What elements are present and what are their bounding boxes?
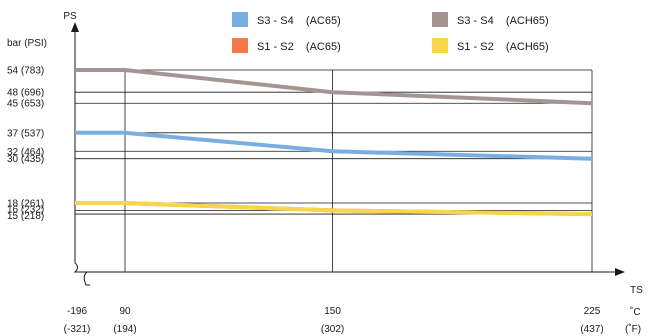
y-axis-unit: bar (PSI) [7, 38, 47, 49]
y-tick-label: 32 (464) [7, 147, 44, 158]
series-lines [75, 68, 593, 217]
legend-label: S3 - S4 (ACH65) [457, 15, 549, 27]
axis-break-icon [73, 255, 90, 286]
x-tick-label-c: -196 [67, 306, 87, 317]
x-tick-label-f: (437) [580, 324, 603, 335]
legend-swatch [432, 12, 448, 27]
legend-label: S3 - S4 (AC65) [257, 15, 341, 27]
x-unit-c: ˚C [630, 306, 641, 318]
legend-swatch [432, 38, 448, 53]
y-tick-label: 45 (653) [7, 99, 44, 110]
legend-label: S1 - S2 (ACH65) [457, 41, 549, 53]
x-unit-f: (˚F) [625, 323, 641, 335]
x-axis-arrow-icon [615, 268, 625, 276]
y-tick-label: 54 (783) [7, 66, 44, 77]
y-tick-labels: 15 (218)16 (232)18 (261) 30 (435)32 (464)… [7, 66, 44, 223]
series-line [75, 68, 593, 106]
legend-swatch [232, 38, 248, 53]
y-tick-label: 15 (218) [7, 211, 44, 222]
series-line [75, 201, 593, 217]
y-tick-label: 37 (537) [7, 128, 44, 139]
x-tick-label-c: 150 [324, 306, 341, 317]
legend-label: S1 - S2 (AC65) [257, 41, 341, 53]
x-tick-label-c: 225 [584, 306, 601, 317]
x-tick-label-f: (-321) [64, 324, 91, 335]
y-axis-arrow-icon [71, 22, 79, 32]
y-axis-label: PS [63, 11, 77, 22]
y-tick-label: 16 (232) [7, 204, 44, 215]
y-tick-label: 48 (696) [7, 88, 44, 99]
x-tick-label-f: (302) [321, 324, 344, 335]
x-tick-labels: -196 (-321) 90 (194) 150 (302) 225 (437) [64, 306, 604, 335]
y-tick-label: 30 (435) [7, 154, 44, 165]
legend: S3 - S4 (AC65) S3 - S4 (ACH65) S1 - S2 (AC… [232, 12, 549, 53]
legend-swatch [232, 12, 248, 27]
x-axis-label: TS [630, 285, 643, 296]
grid [75, 69, 593, 272]
x-tick-label-f: (194) [113, 324, 136, 335]
series-line [75, 130, 593, 161]
x-tick-label-c: 90 [119, 306, 131, 317]
y-tick-label: 18 (261) [7, 198, 44, 209]
